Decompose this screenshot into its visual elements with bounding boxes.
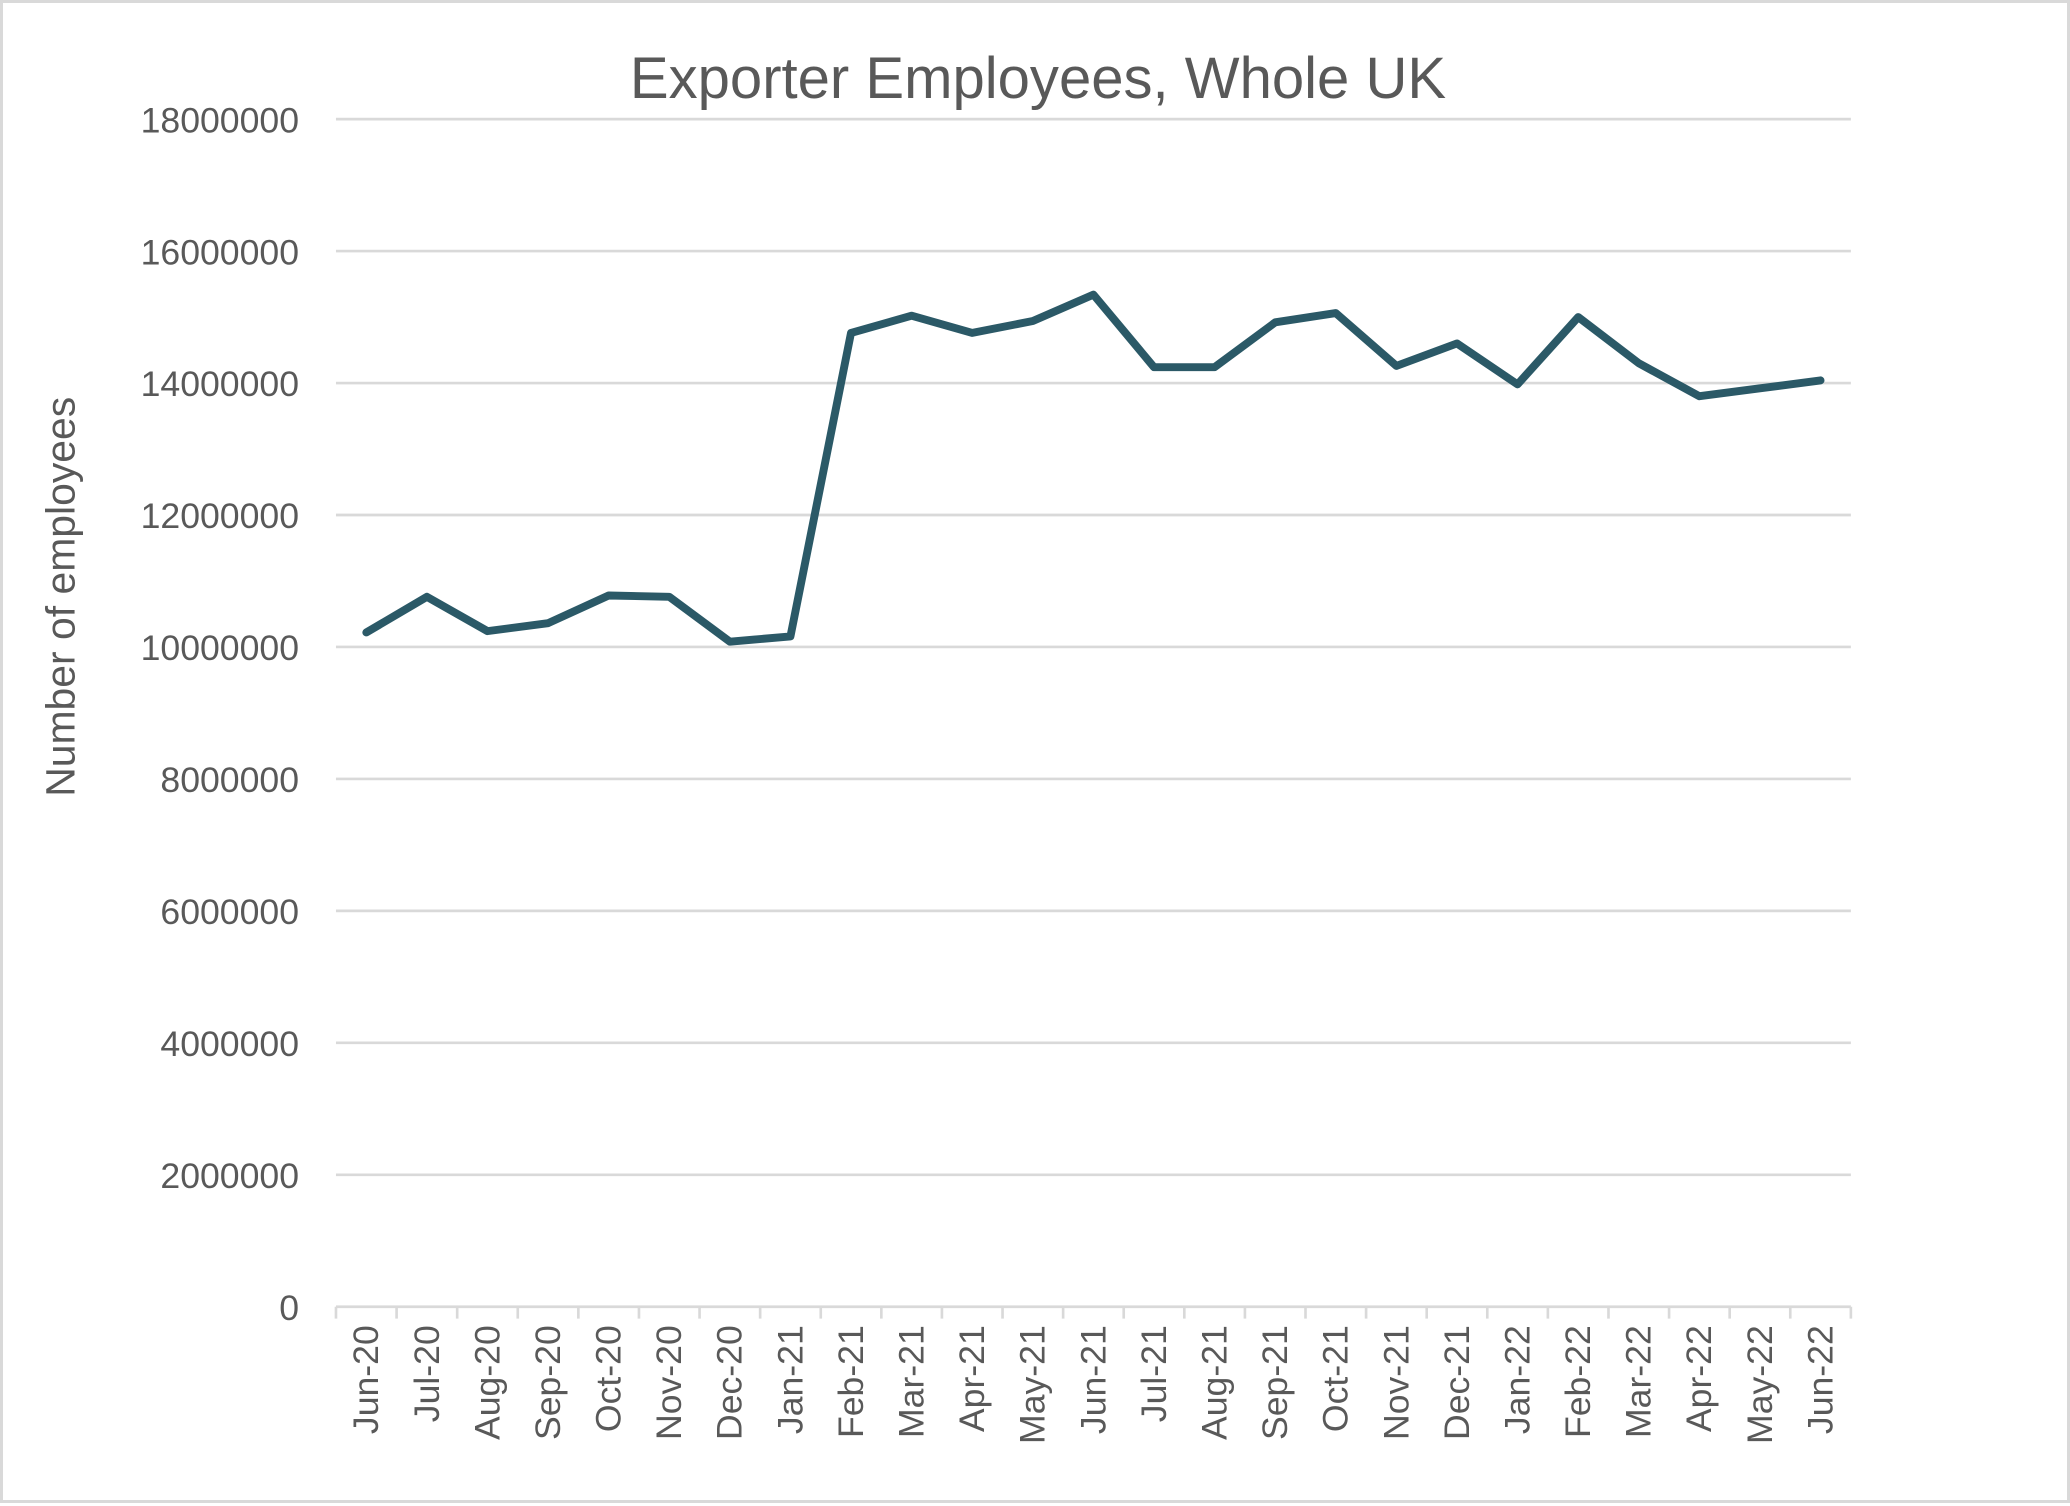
x-tick-label: Sep-20 [528, 1325, 568, 1440]
chart-title: Exporter Employees, Whole UK [630, 46, 1446, 111]
y-tick-label: 8000000 [160, 760, 299, 800]
data-series [362, 290, 1825, 646]
x-tick-label: Nov-20 [649, 1325, 689, 1440]
x-tick-label: Jun-22 [1800, 1325, 1840, 1434]
x-tick-label: Aug-21 [1194, 1325, 1234, 1440]
x-tick-label: May-21 [1013, 1325, 1053, 1444]
y-tick-label: 0 [279, 1288, 299, 1328]
x-tick-label: Oct-21 [1316, 1325, 1356, 1432]
line-chart: Exporter Employees, Whole UK Number of e… [38, 46, 1853, 1444]
x-tick-label: May-22 [1740, 1325, 1780, 1444]
x-tick-label: Mar-22 [1619, 1325, 1659, 1438]
gridlines [335, 117, 1851, 1309]
x-tick-label: Nov-21 [1376, 1325, 1416, 1440]
series-line [362, 290, 1825, 646]
x-tick-label: Sep-21 [1255, 1325, 1295, 1440]
x-tick-label: Jun-20 [346, 1325, 386, 1434]
y-tick-label: 2000000 [160, 1156, 299, 1196]
x-tick-label: Jan-21 [770, 1325, 810, 1434]
x-tick-label: Feb-21 [831, 1325, 871, 1438]
y-tick-label: 12000000 [141, 496, 299, 536]
x-tick-label: Apr-21 [952, 1325, 992, 1432]
y-tick-label: 4000000 [160, 1024, 299, 1064]
x-tick-label: Jul-20 [407, 1325, 447, 1422]
y-tick-label: 14000000 [141, 364, 299, 404]
y-tick-label: 10000000 [141, 628, 299, 668]
x-tick-label: Jul-21 [1134, 1325, 1174, 1422]
x-axis: Jun-20 Jul-20 Aug-20 Sep-20 Oct-20 Nov-20 Dec-… [334, 1306, 1853, 1444]
x-tick-label: Feb-22 [1558, 1325, 1598, 1438]
x-tick-label: Mar-21 [892, 1325, 932, 1438]
x-tick-label: Dec-21 [1437, 1325, 1477, 1440]
y-tick-label: 18000000 [141, 100, 299, 140]
y-tick-label: 6000000 [160, 892, 299, 932]
x-tick-label: Oct-20 [589, 1325, 629, 1432]
y-axis-ticks: 0 2000000 4000000 6000000 8000000 10000000 120… [141, 100, 299, 1328]
x-tick-label: Aug-20 [467, 1325, 507, 1440]
x-tick-label: Jun-21 [1073, 1325, 1113, 1434]
x-tick-label: Dec-20 [710, 1325, 750, 1440]
x-tick-label: Jan-22 [1497, 1325, 1537, 1434]
x-tick-label: Apr-22 [1679, 1325, 1719, 1432]
y-axis-label: Number of employees [38, 397, 84, 797]
y-tick-label: 16000000 [141, 232, 299, 272]
